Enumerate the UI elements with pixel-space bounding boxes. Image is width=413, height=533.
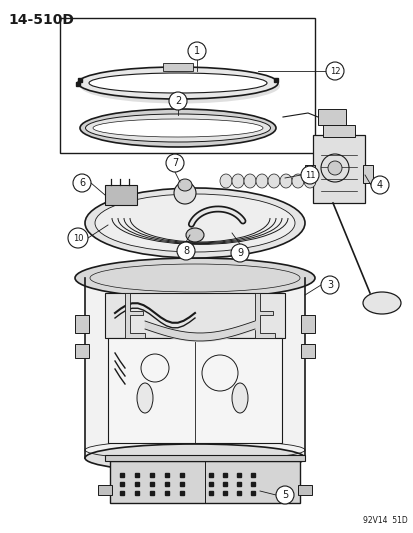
Circle shape (166, 154, 183, 172)
Ellipse shape (279, 174, 291, 188)
Text: 7: 7 (171, 158, 178, 168)
Ellipse shape (243, 174, 255, 188)
Circle shape (169, 92, 187, 110)
Bar (60, 18, 314, 153)
Circle shape (320, 276, 338, 294)
Text: 12: 12 (329, 67, 339, 76)
Bar (75, 344, 89, 358)
Text: 8: 8 (183, 246, 189, 256)
Ellipse shape (89, 73, 266, 93)
Bar (110, 461, 299, 503)
Ellipse shape (303, 174, 315, 188)
Text: 6: 6 (79, 178, 85, 188)
Bar (300, 344, 314, 358)
Bar (317, 109, 345, 125)
Bar (105, 185, 137, 205)
Ellipse shape (362, 292, 400, 314)
Circle shape (188, 42, 206, 60)
Bar (304, 165, 314, 183)
Ellipse shape (255, 174, 267, 188)
Text: 9: 9 (236, 248, 242, 258)
Ellipse shape (85, 188, 304, 258)
Ellipse shape (85, 444, 304, 472)
Bar (105, 293, 284, 338)
Ellipse shape (185, 228, 204, 242)
Circle shape (230, 244, 248, 262)
Ellipse shape (219, 174, 231, 188)
Circle shape (325, 62, 343, 80)
Polygon shape (85, 278, 304, 458)
Circle shape (275, 486, 293, 504)
Bar (163, 63, 192, 71)
Ellipse shape (137, 383, 153, 413)
Ellipse shape (80, 109, 275, 147)
Text: 4: 4 (376, 180, 382, 190)
Circle shape (73, 174, 91, 192)
Ellipse shape (78, 67, 277, 99)
Bar (105, 455, 304, 461)
Ellipse shape (93, 119, 262, 137)
Bar (75, 315, 89, 333)
Circle shape (300, 166, 318, 184)
Ellipse shape (291, 174, 303, 188)
Text: 5: 5 (281, 490, 287, 500)
Bar (322, 125, 354, 137)
Text: 1: 1 (193, 46, 199, 56)
Text: 2: 2 (174, 96, 181, 106)
Text: 11: 11 (304, 171, 314, 180)
Bar (362, 165, 372, 183)
Text: 92V14  51D: 92V14 51D (362, 516, 407, 525)
Circle shape (327, 161, 341, 175)
Ellipse shape (85, 114, 270, 142)
Bar (297, 485, 311, 495)
Bar (98, 485, 112, 495)
Ellipse shape (75, 258, 314, 298)
Ellipse shape (80, 69, 279, 103)
Bar (312, 135, 364, 203)
Circle shape (370, 176, 388, 194)
Ellipse shape (231, 383, 247, 413)
Bar (108, 338, 281, 443)
Circle shape (177, 242, 195, 260)
Polygon shape (125, 293, 145, 338)
Text: 10: 10 (73, 233, 83, 243)
Polygon shape (254, 293, 274, 338)
Ellipse shape (267, 174, 279, 188)
Ellipse shape (231, 174, 243, 188)
Bar (300, 315, 314, 333)
Text: 14-510D: 14-510D (8, 13, 74, 27)
Text: 3: 3 (326, 280, 332, 290)
Circle shape (68, 228, 88, 248)
Ellipse shape (95, 194, 294, 252)
Ellipse shape (173, 182, 195, 204)
Ellipse shape (178, 179, 192, 191)
